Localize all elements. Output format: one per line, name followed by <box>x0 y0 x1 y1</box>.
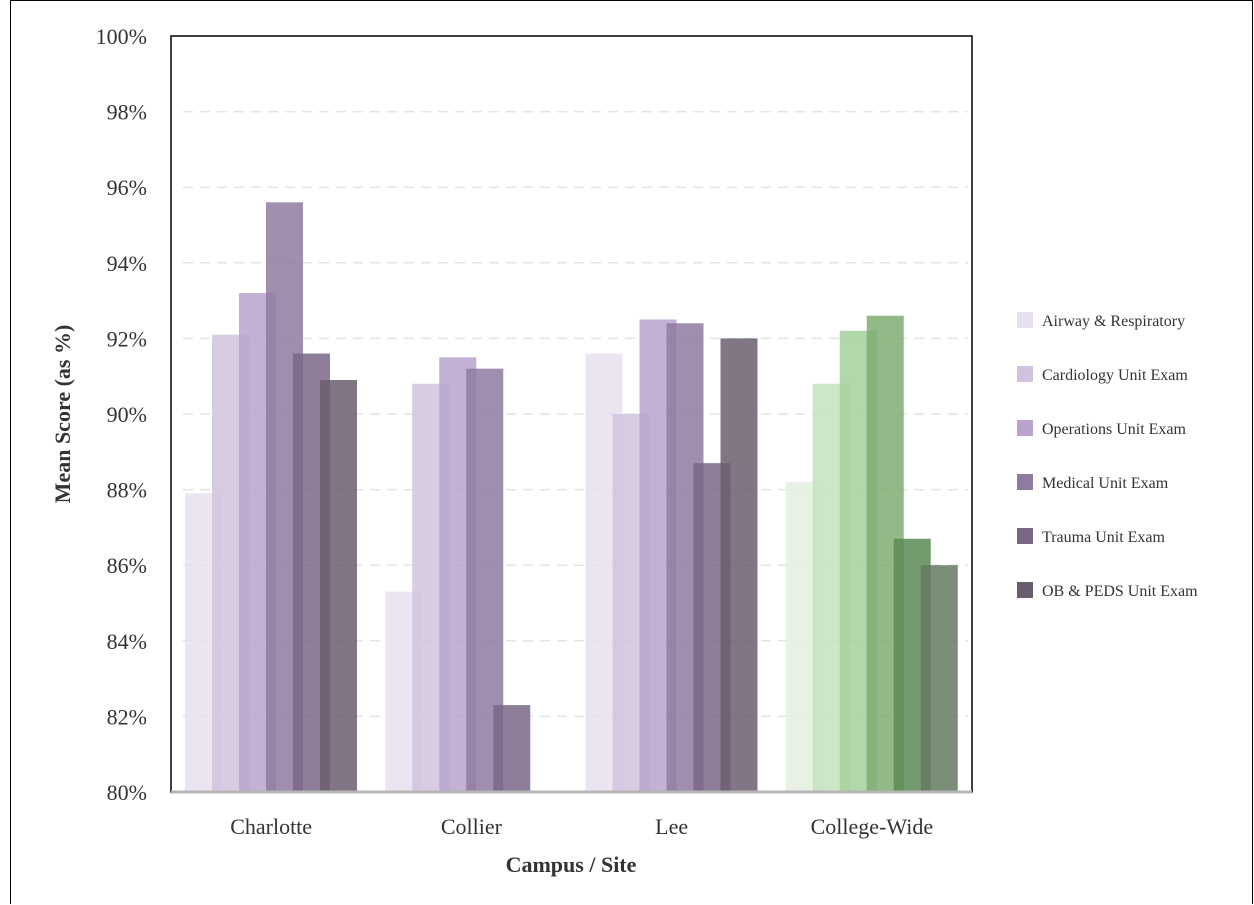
x-tick-label: Charlotte <box>230 814 312 839</box>
legend-swatch <box>1017 420 1033 436</box>
legend-label: Trauma Unit Exam <box>1042 529 1166 546</box>
legend-swatch <box>1017 474 1033 490</box>
y-tick-label: 86% <box>107 553 147 578</box>
y-tick-label: 90% <box>107 402 147 427</box>
y-tick-label: 98% <box>107 100 147 125</box>
legend-swatch <box>1017 366 1033 382</box>
legend-swatch <box>1017 582 1033 598</box>
y-tick-label: 88% <box>107 478 147 503</box>
chart-frame <box>10 0 1253 904</box>
y-tick-label: 84% <box>107 629 147 654</box>
y-axis-title: Mean Score (as %) <box>50 325 75 504</box>
bars <box>185 202 958 793</box>
x-tick-label: College-Wide <box>811 814 934 839</box>
y-tick-label: 100% <box>96 24 147 49</box>
x-tick-label: Lee <box>655 814 688 839</box>
y-tick-label: 94% <box>107 251 147 276</box>
y-tick-label: 80% <box>107 780 147 805</box>
x-tick-label: Collier <box>441 814 503 839</box>
bar <box>920 565 958 792</box>
legend-label: Airway & Respiratory <box>1042 313 1185 330</box>
y-tick-label: 96% <box>107 175 147 200</box>
y-tick-label: 92% <box>107 326 147 351</box>
x-axis-title: Campus / Site <box>506 852 637 877</box>
y-axis-ticks: 80% 82% 84% 86% 88% 90% 92% 94% 96% 98% 100% <box>96 24 147 805</box>
legend-label: Operations Unit Exam <box>1042 421 1187 438</box>
x-axis-categories: Charlotte Collier Lee College-Wide <box>230 814 933 839</box>
y-tick-label: 82% <box>107 704 147 729</box>
legend: Airway & Respiratory Cardiology Unit Exam… <box>1017 312 1198 600</box>
bar <box>720 338 758 792</box>
legend-swatch <box>1017 312 1033 328</box>
bar <box>320 379 357 792</box>
legend-label: Medical Unit Exam <box>1042 475 1169 492</box>
legend-label: OB & PEDS Unit Exam <box>1042 583 1198 600</box>
legend-label: Cardiology Unit Exam <box>1042 367 1188 384</box>
bar <box>493 705 531 792</box>
legend-swatch <box>1017 528 1033 544</box>
